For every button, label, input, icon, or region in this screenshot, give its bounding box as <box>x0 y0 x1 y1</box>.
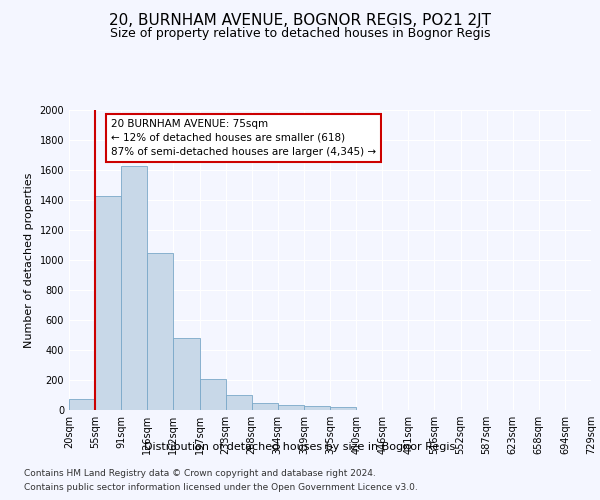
Bar <box>304 406 330 410</box>
Text: 20 BURNHAM AVENUE: 75sqm
← 12% of detached houses are smaller (618)
87% of semi-: 20 BURNHAM AVENUE: 75sqm ← 12% of detach… <box>111 119 376 157</box>
Bar <box>278 405 304 410</box>
Bar <box>95 196 121 410</box>
Text: Contains public sector information licensed under the Open Government Licence v3: Contains public sector information licen… <box>24 484 418 492</box>
Bar <box>199 379 226 410</box>
Y-axis label: Number of detached properties: Number of detached properties <box>24 172 34 348</box>
Text: Distribution of detached houses by size in Bognor Regis: Distribution of detached houses by size … <box>145 442 455 452</box>
Bar <box>121 166 148 410</box>
Bar <box>252 403 278 410</box>
Bar <box>330 408 356 410</box>
Bar <box>173 338 199 410</box>
Text: 20, BURNHAM AVENUE, BOGNOR REGIS, PO21 2JT: 20, BURNHAM AVENUE, BOGNOR REGIS, PO21 2… <box>109 12 491 28</box>
Text: Contains HM Land Registry data © Crown copyright and database right 2024.: Contains HM Land Registry data © Crown c… <box>24 468 376 477</box>
Bar <box>226 395 252 410</box>
Text: Size of property relative to detached houses in Bognor Regis: Size of property relative to detached ho… <box>110 28 490 40</box>
Bar <box>69 399 95 410</box>
Bar <box>148 252 173 410</box>
